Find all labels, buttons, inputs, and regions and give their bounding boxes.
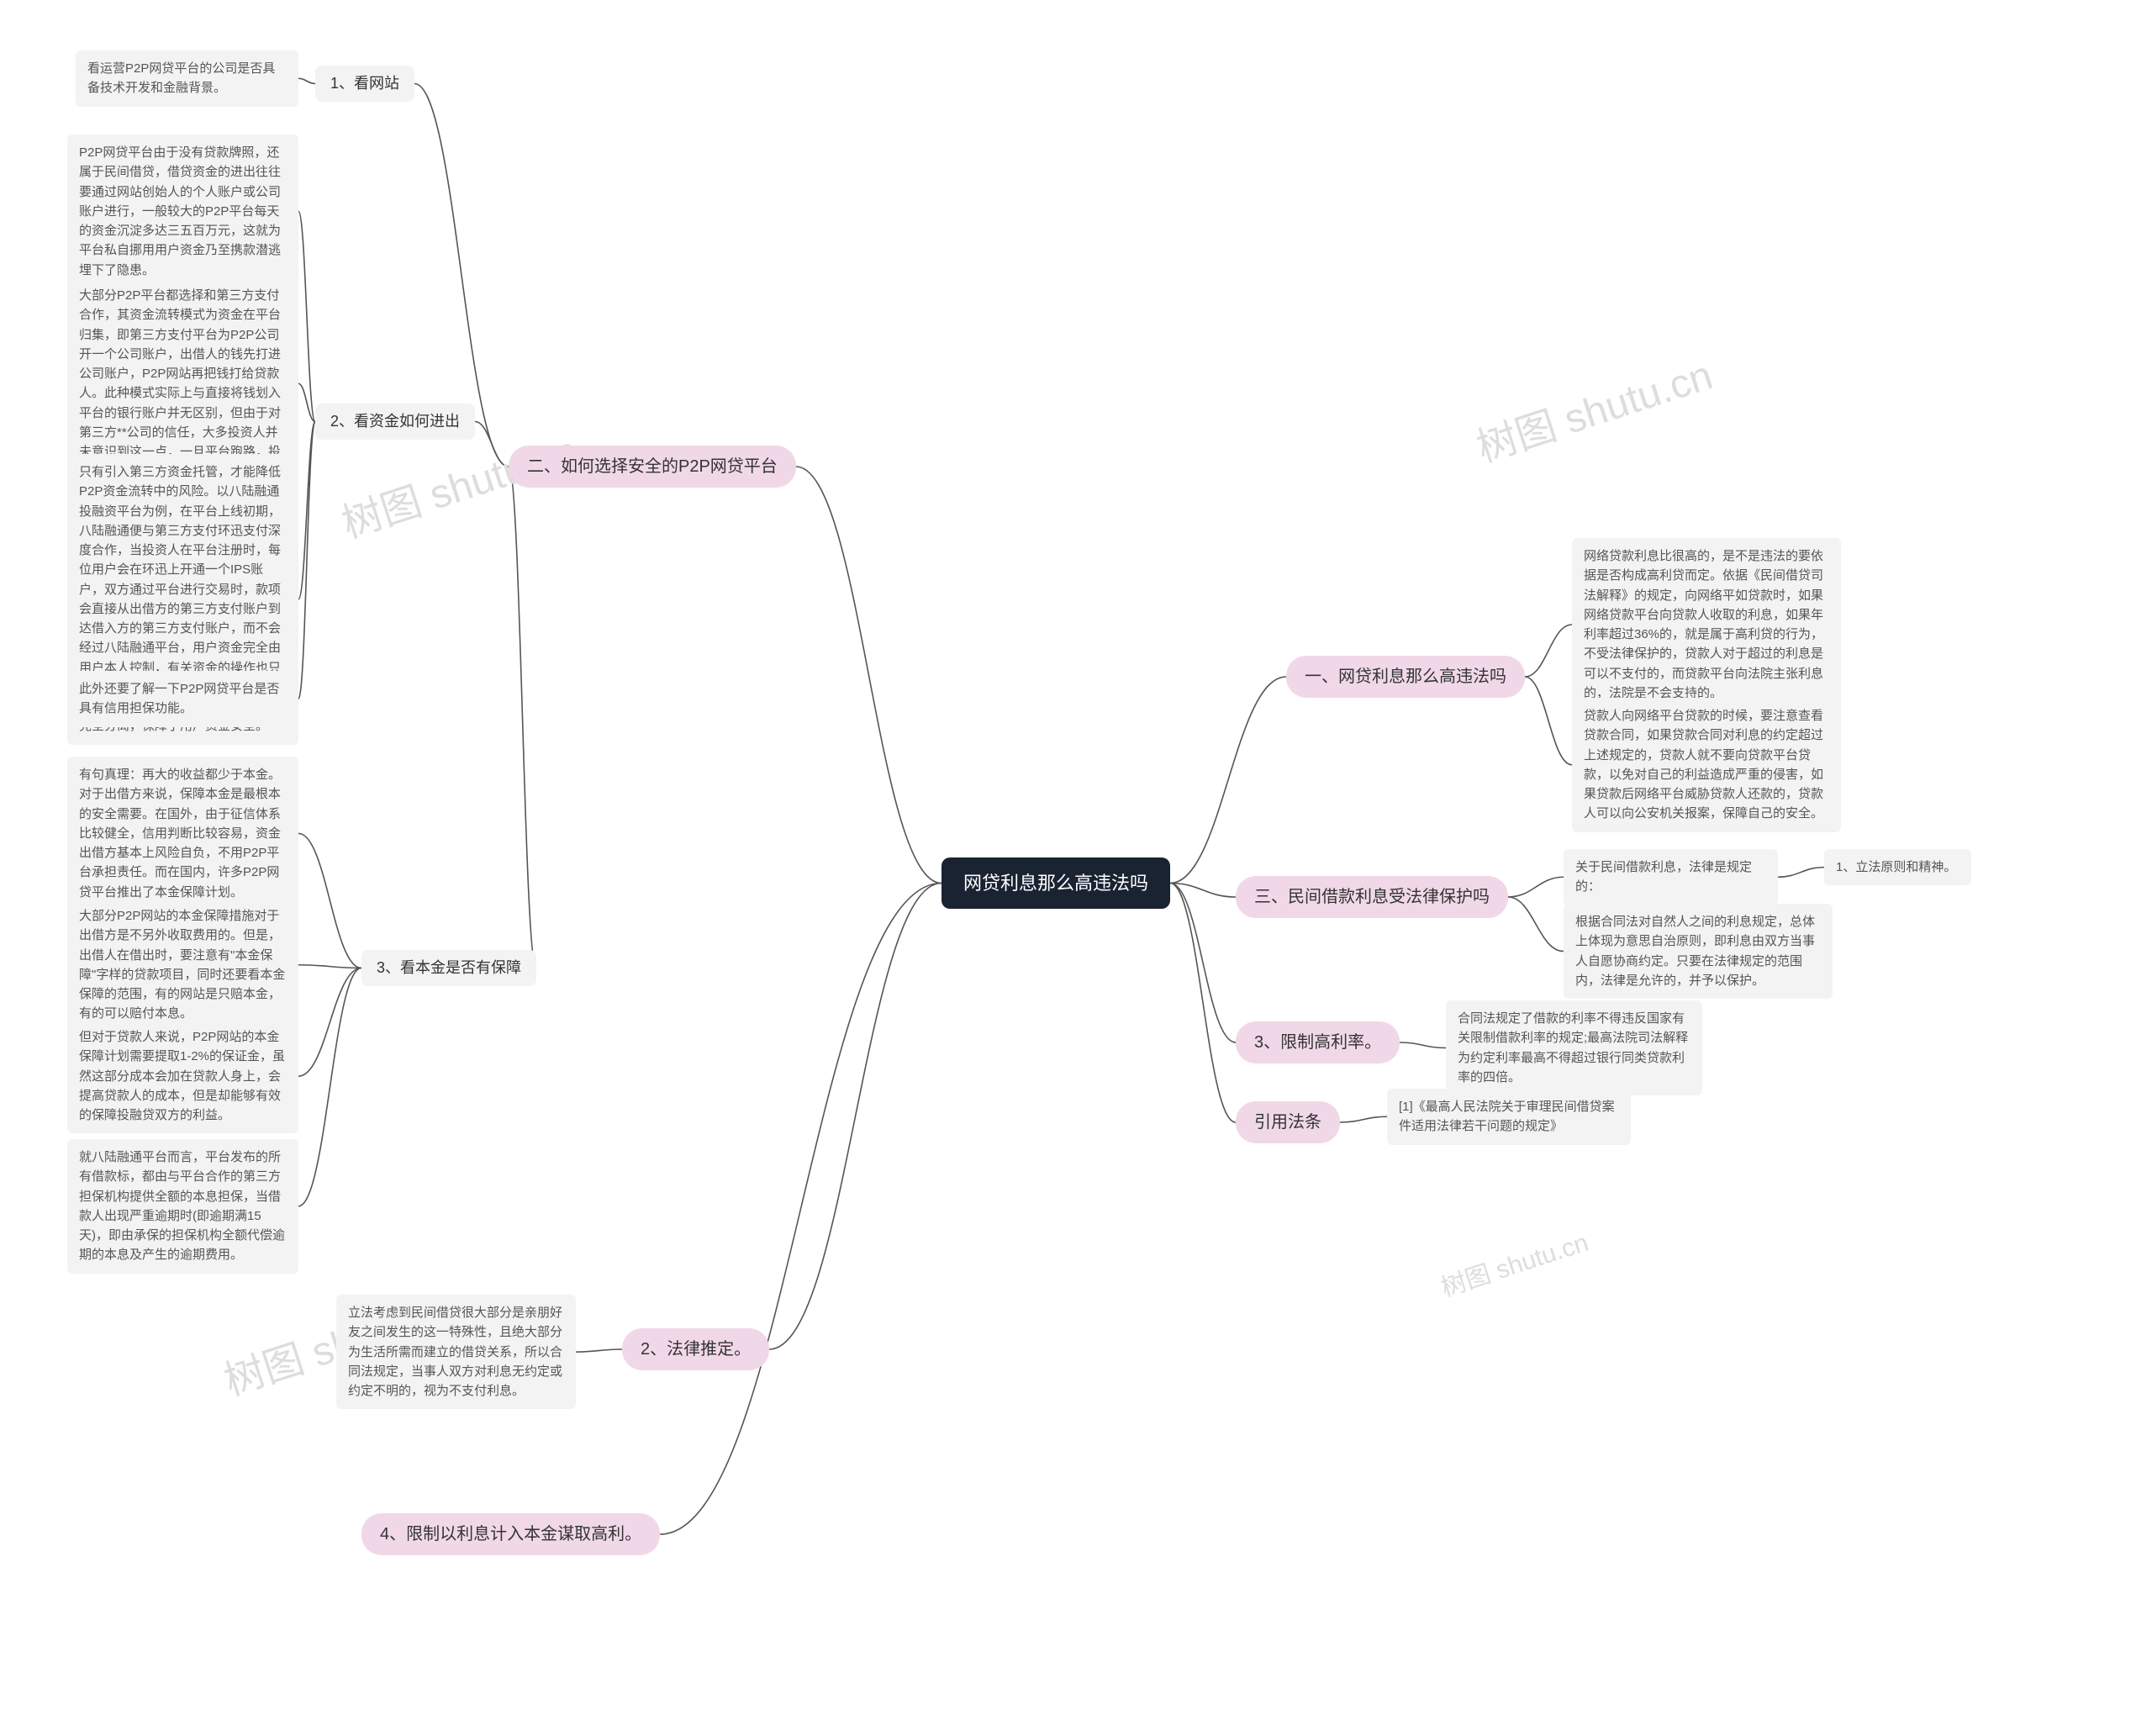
root-node[interactable]: 网贷利息那么高违法吗 [942, 857, 1170, 909]
leaf-principal-1: 有句真理：再大的收益都少于本金。对于出借方来说，保障本金是最根本的安全需要。在国… [67, 757, 298, 910]
leaf-legal-presume: 立法考虑到民间借贷很大部分是亲朋好友之间发生的这一特殊性，且绝大部分为生活所需而… [336, 1295, 576, 1409]
leaf-principal-2: 大部分P2P网站的本金保障措施对于出借方是不另外收取费用的。但是，出借人在借出时… [67, 898, 298, 1032]
leaf-illegal-2: 贷款人向网络平台贷款的时候，要注意查看贷款合同，如果贷款合同对利息的约定超过上述… [1572, 698, 1841, 832]
branch-illegal[interactable]: 一、网贷利息那么高违法吗 [1286, 656, 1525, 698]
branch-p2p-platform[interactable]: 二、如何选择安全的P2P网贷平台 [509, 446, 796, 488]
leaf-principal-3: 但对于贷款人来说，P2P网站的本金保障计划需要提取1-2%的保证金，虽然这部分成… [67, 1019, 298, 1133]
branch-limit-rate[interactable]: 3、限制高利率。 [1236, 1021, 1400, 1063]
branch-legal-presume[interactable]: 2、法律推定。 [622, 1328, 769, 1370]
leaf-funds-1: P2P网贷平台由于没有贷款牌照，还属于民间借贷，借贷资金的进出往往要通过网站创始… [67, 135, 298, 288]
sub-funds[interactable]: 2、看资金如何进出 [315, 404, 475, 440]
leaf-funds-4: 此外还要了解一下P2P网贷平台是否具有信用担保功能。 [67, 671, 298, 727]
leaf-reference: [1]《最高人民法院关于审理民间借贷案件适用法律若干问题的规定》 [1387, 1089, 1631, 1145]
branch-limit-compound[interactable]: 4、限制以利息计入本金谋取高利。 [361, 1513, 660, 1555]
sub-principal[interactable]: 3、看本金是否有保障 [361, 950, 536, 986]
leaf-contract: 根据合同法对自然人之间的利息规定，总体上体现为意思自治原则，即利息由双方当事人自… [1564, 904, 1833, 999]
sub-law-spec: 关于民间借款利息，法律是规定的： [1564, 849, 1778, 905]
leaf-principle: 1、立法原则和精神。 [1824, 849, 1971, 885]
watermark-4: 树图 shutu.cn [1436, 1222, 1592, 1304]
leaf-limit-rate: 合同法规定了借款的利率不得违反国家有关限制借款利率的规定;最高法院司法解释为约定… [1446, 1000, 1702, 1095]
leaf-website-note: 看运营P2P网贷平台的公司是否具备技术开发和金融背景。 [76, 50, 298, 107]
branch-reference[interactable]: 引用法条 [1236, 1101, 1340, 1143]
leaf-illegal-1: 网络贷款利息比很高的，是不是违法的要依据是否构成高利贷而定。依据《民间借贷司法解… [1572, 538, 1841, 711]
leaf-principal-4: 就八陆融通平台而言，平台发布的所有借款标，都由与平台合作的第三方担保机构提供全额… [67, 1139, 298, 1274]
sub-website[interactable]: 1、看网站 [315, 66, 414, 102]
watermark-2: 树图 shutu.cn [1468, 342, 1718, 473]
branch-protected[interactable]: 三、民间借款利息受法律保护吗 [1236, 876, 1508, 918]
